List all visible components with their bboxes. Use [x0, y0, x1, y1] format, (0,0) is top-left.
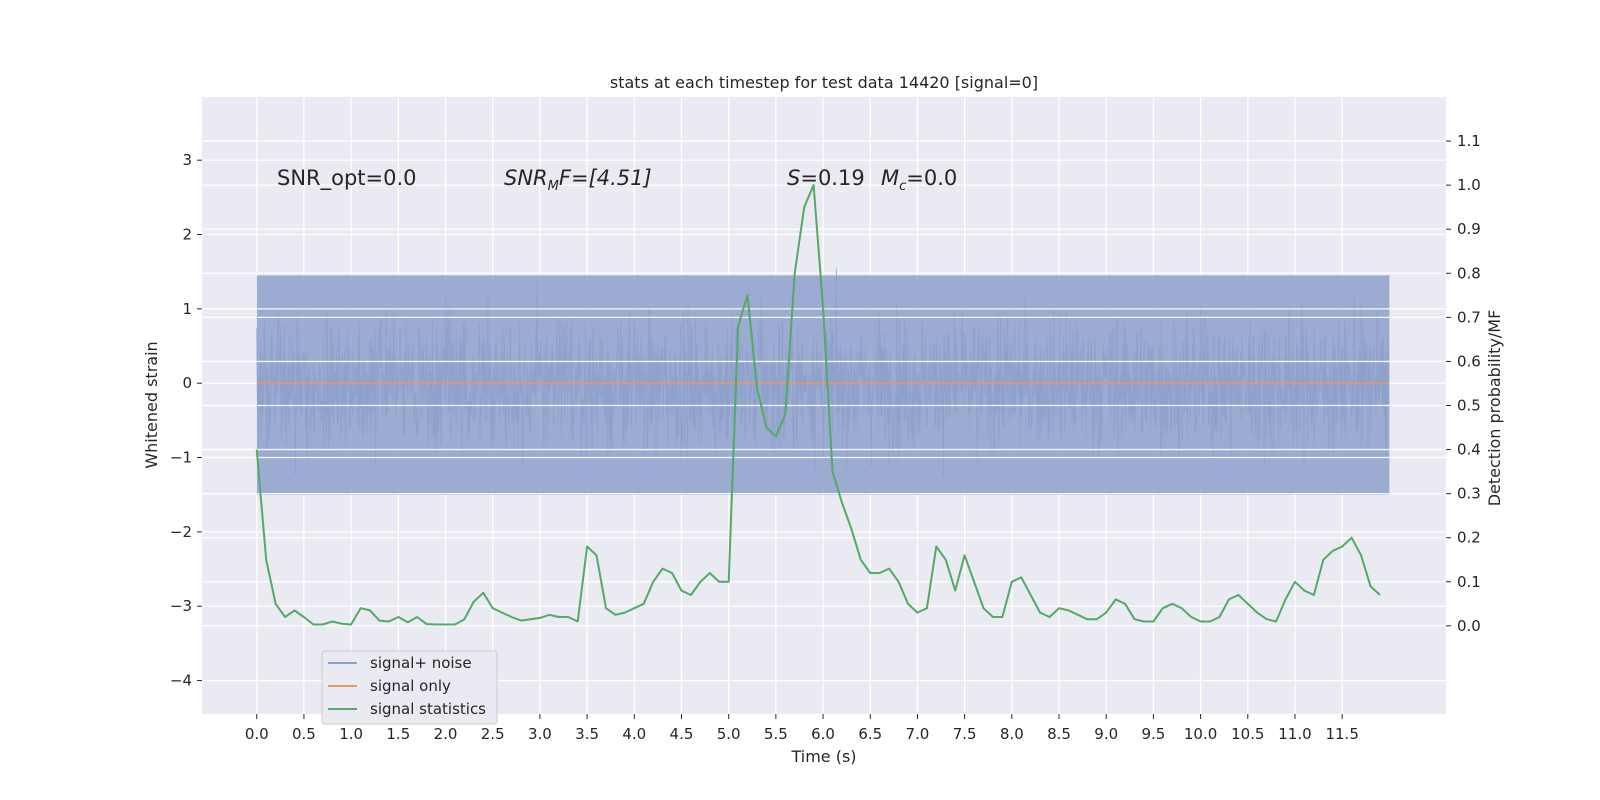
- annotation-s: S=0.19: [787, 166, 865, 190]
- x-tick-label: 1.0: [339, 725, 363, 743]
- x-tick-label: 2.5: [481, 725, 505, 743]
- y2-tick-label: 1.0: [1457, 176, 1481, 194]
- chart-title: stats at each timestep for test data 144…: [610, 73, 1038, 92]
- legend-box: [321, 650, 498, 725]
- y2-tick-label: 0.0: [1457, 617, 1481, 635]
- y2-tick-label: 0.6: [1457, 352, 1481, 370]
- y2-tick-label: 0.3: [1457, 485, 1481, 503]
- x-tick-label: 8.5: [1047, 725, 1071, 743]
- y2-tick-marks: [1446, 140, 1451, 627]
- x-tick-label: 0.5: [292, 725, 316, 743]
- annotation-snr-mf-rest: F=[4.51]: [559, 166, 652, 190]
- annotation-s-rest: =0.19: [800, 166, 864, 190]
- y2-tick-label: 0.5: [1457, 397, 1481, 415]
- y-tick-label: 1: [182, 300, 192, 318]
- x-tick-label: 11.5: [1325, 725, 1358, 743]
- annotation-snr-mf-main: SNR: [504, 166, 548, 190]
- x-tick-label: 6.0: [811, 725, 835, 743]
- y-tick-labels: 3 2 1 0 −1 −2 −3 −4: [170, 151, 192, 689]
- x-tick-label: 5.5: [764, 725, 788, 743]
- series-signal-statistics: [255, 184, 1381, 626]
- x-tick-label: 10.0: [1184, 725, 1217, 743]
- annotation-snr-opt: SNR_opt=0.0: [277, 166, 417, 191]
- x-tick-label: 6.5: [858, 725, 882, 743]
- legend-label-signal-only: signal only: [370, 677, 451, 695]
- x-tick-label: 8.0: [1000, 725, 1024, 743]
- y-axis-label: Whitened strain: [142, 341, 161, 468]
- y-tick-label: 2: [182, 226, 192, 244]
- annotation-s-main: S: [787, 166, 800, 190]
- y2-tick-label: 0.4: [1457, 441, 1481, 459]
- annotation-snr-mf-sub: M: [548, 179, 559, 194]
- y-tick-label: −2: [170, 523, 192, 541]
- y-tick-label: 0: [182, 374, 192, 392]
- x-tick-label: 9.5: [1141, 725, 1165, 743]
- y-tick-label: −3: [170, 597, 192, 615]
- legend-label-signal-statistics: signal statistics: [370, 700, 486, 718]
- y2-tick-label: 1.1: [1457, 132, 1481, 150]
- annotation-mc-sub: c: [899, 179, 906, 194]
- signal-statistics-line: [255, 184, 1381, 626]
- series-signal-noise: [202, 268, 1446, 495]
- x-tick-label: 4.5: [670, 725, 694, 743]
- x-tick-label: 0.0: [245, 725, 269, 743]
- x-tick-label: 7.5: [953, 725, 977, 743]
- y-tick-label: −1: [170, 449, 192, 467]
- x-tick-label: 11.0: [1278, 725, 1311, 743]
- x-tick-label: 10.5: [1231, 725, 1264, 743]
- y2-tick-label: 0.2: [1457, 529, 1481, 547]
- annotation-mc: Mc=0.0: [881, 166, 957, 194]
- y2-tick-label: 0.8: [1457, 264, 1481, 282]
- x-tick-label: 3.5: [575, 725, 599, 743]
- y-tick-marks: [197, 159, 202, 682]
- x-tick-label: 2.0: [434, 725, 458, 743]
- x-tick-label: 4.0: [622, 725, 646, 743]
- x-tick-label: 5.0: [717, 725, 741, 743]
- y-tick-label: 3: [182, 151, 192, 169]
- y2-axis-label: Detection probability/MF: [1485, 310, 1504, 507]
- x-tick-label: 3.0: [528, 725, 552, 743]
- y-tick-label: −4: [170, 672, 192, 690]
- x-axis-label: Time (s): [790, 747, 856, 766]
- x-tick-labels: 0.0 0.5 1.0 1.5 2.0 2.5 3.0 3.5 4.0 4.5 5.0 5.5 6.0 6…: [245, 725, 1359, 743]
- legend-label-signal-noise: signal+ noise: [370, 654, 472, 672]
- y2-tick-labels: 1.1 1.0 0.9 0.8 0.7 0.6 0.5 0.4 0.3 0.2 0.1 0.0: [1457, 132, 1481, 635]
- legend: signal+ noise signal only signal statist…: [321, 650, 498, 725]
- annotation-snr-mf: SNRMF=[4.51]: [504, 166, 652, 194]
- annotation-mc-main: M: [881, 166, 899, 190]
- x-tick-label: 7.0: [906, 725, 930, 743]
- x-tick-label: 9.0: [1094, 725, 1118, 743]
- y2-tick-label: 0.7: [1457, 308, 1481, 326]
- y2-tick-label: 0.9: [1457, 220, 1481, 238]
- x-tick-label: 1.5: [386, 725, 410, 743]
- y2-tick-label: 0.1: [1457, 573, 1481, 591]
- annotation-mc-rest: =0.0: [906, 166, 957, 190]
